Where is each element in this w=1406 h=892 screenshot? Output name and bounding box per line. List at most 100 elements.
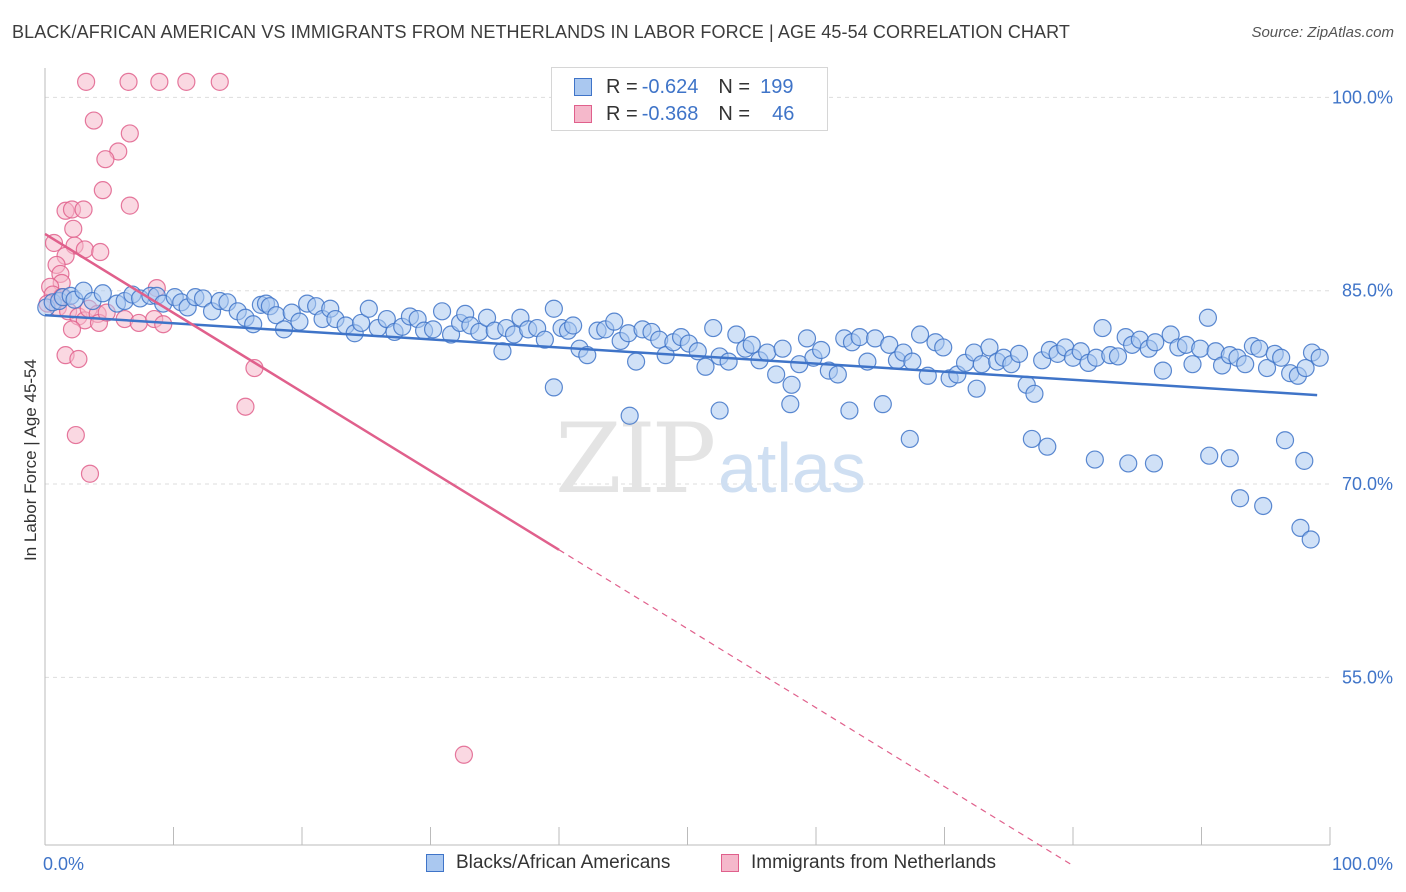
black-point: [1093, 318, 1112, 338]
black-point: [535, 330, 554, 349]
black-trend-line: [44, 313, 1318, 397]
x-tick-label: 100.0%: [1332, 854, 1393, 874]
black-point: [1183, 355, 1202, 374]
chart-source: Source: ZipAtlas.com: [1251, 24, 1394, 41]
black-point: [727, 325, 746, 344]
legend-r-value: -0.368: [641, 102, 699, 125]
bottom-legend-label-blacks: Blacks/African Americans: [456, 852, 671, 873]
black-point: [1310, 348, 1329, 367]
black-point: [873, 395, 892, 414]
x-tick-label: 0.0%: [43, 854, 84, 874]
black-point: [620, 406, 639, 425]
black-points: [37, 281, 1329, 549]
black-point: [812, 340, 831, 360]
netherlands-points: [38, 72, 474, 764]
y-tick-label: 100.0%: [1332, 87, 1393, 107]
netherlands-point: [84, 111, 103, 130]
black-point: [758, 343, 777, 362]
netherlands-point: [44, 233, 64, 253]
black-point: [934, 338, 953, 357]
black-point: [1250, 339, 1269, 358]
black-point: [742, 335, 761, 354]
black-point: [719, 352, 738, 371]
netherlands-point: [129, 313, 148, 333]
netherlands-point: [62, 320, 82, 339]
watermark: ZIP atlas: [555, 403, 866, 515]
bottom-legend-netherlands: Immigrants from Netherlands: [721, 852, 996, 874]
black-point: [578, 346, 597, 365]
bottom-legend-label-netherlands: Immigrants from Netherlands: [751, 852, 996, 873]
black-point: [710, 401, 729, 420]
netherlands-point: [177, 72, 196, 91]
black-point: [781, 395, 800, 414]
trend-lines: [44, 232, 1318, 867]
legend-n-value: 46: [772, 102, 795, 125]
y-tick-label: 70.0%: [1342, 474, 1393, 494]
netherlands-point: [74, 200, 93, 219]
y-axis-label: In Labor Force | Age 45-54: [21, 359, 40, 561]
netherlands-point: [119, 72, 138, 91]
black-point: [544, 299, 563, 318]
black-point: [1025, 384, 1044, 403]
black-point: [352, 313, 371, 333]
black-point: [564, 316, 583, 335]
black-point: [93, 284, 112, 303]
netherlands-point: [120, 196, 139, 215]
black-point: [1296, 358, 1315, 378]
legend-r-label: R =: [606, 102, 638, 125]
bottom-legend-swatch-blue: [426, 854, 444, 872]
black-point: [432, 302, 452, 321]
legend-swatch-blue: [574, 78, 592, 96]
netherlands-trend-line: [44, 232, 560, 551]
netherlands-point: [77, 72, 96, 91]
black-point: [1146, 333, 1165, 352]
y-tick-label: 55.0%: [1342, 667, 1393, 687]
correlation-legend: R = -0.624 N = 199 R = -0.368 N = 46: [551, 67, 828, 131]
black-point: [767, 365, 786, 384]
black-point: [1144, 454, 1164, 473]
black-point: [1009, 344, 1029, 363]
netherlands-point: [210, 72, 229, 91]
black-point: [972, 355, 991, 374]
black-point: [850, 328, 869, 347]
black-point: [605, 312, 624, 331]
black-point: [1230, 489, 1250, 508]
black-point: [626, 352, 646, 371]
black-point: [1191, 339, 1210, 358]
netherlands-point: [236, 397, 255, 416]
black-point: [359, 299, 378, 318]
black-point: [1301, 530, 1320, 549]
black-point: [840, 401, 859, 420]
black-point: [782, 375, 801, 394]
legend-n-value: 199: [760, 75, 794, 98]
black-point: [1295, 451, 1314, 470]
black-point: [1085, 450, 1104, 469]
black-point: [1108, 347, 1128, 366]
netherlands-point: [150, 72, 169, 91]
black-point: [1236, 355, 1255, 374]
black-point: [1022, 429, 1041, 449]
netherlands-point: [80, 464, 100, 483]
netherlands-point: [91, 242, 110, 262]
black-point: [910, 325, 930, 344]
black-point: [980, 338, 999, 357]
black-point: [1153, 361, 1173, 380]
black-point: [1272, 348, 1291, 367]
svg-text:atlas: atlas: [718, 429, 866, 507]
black-point: [290, 312, 309, 331]
chart-title: BLACK/AFRICAN AMERICAN VS IMMIGRANTS FRO…: [12, 22, 1070, 42]
black-point: [1257, 358, 1277, 378]
black-point: [1038, 437, 1057, 456]
x-tick-labels: 0.0% 100.0%: [43, 854, 1393, 874]
black-point: [696, 357, 715, 376]
black-point: [903, 352, 922, 371]
black-point: [1275, 431, 1295, 450]
legend-n-label: N =: [718, 75, 751, 98]
legend-r-value: -0.624: [641, 75, 699, 98]
black-point: [704, 318, 723, 338]
black-point: [1200, 446, 1219, 465]
black-point: [423, 320, 443, 339]
netherlands-point: [66, 425, 85, 445]
black-point: [880, 335, 899, 354]
